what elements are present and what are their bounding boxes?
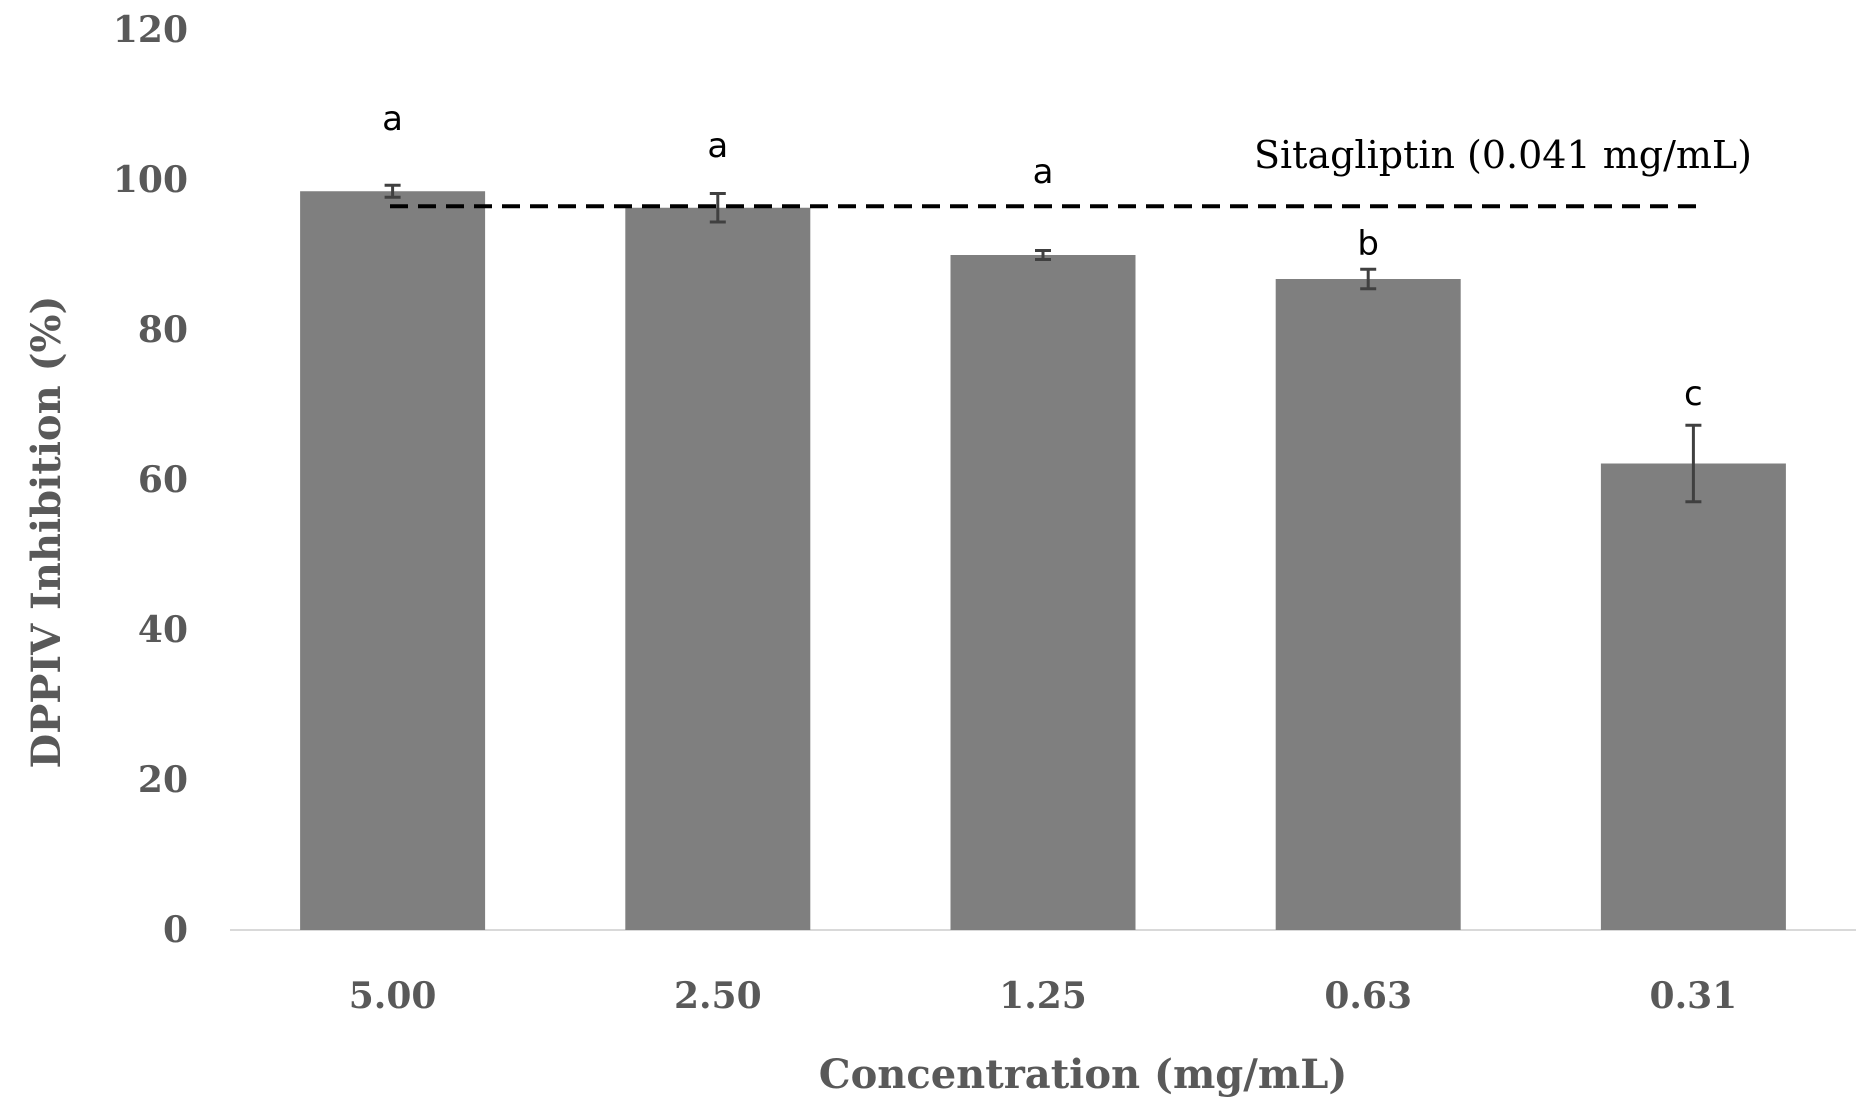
y-tick-label: 100: [113, 159, 188, 201]
y-tick-label: 60: [138, 459, 188, 501]
x-axis-ticks: 5.00 2.50 1.25 0.63 0.31: [349, 975, 1737, 1017]
x-tick-label: 0.31: [1650, 975, 1738, 1017]
bar-2.50: [625, 207, 811, 930]
significance-label: c: [1684, 374, 1703, 414]
bar-0.63: [1275, 279, 1461, 930]
x-tick-label: 5.00: [349, 975, 437, 1017]
y-tick-label: 0: [163, 909, 188, 951]
significance-label: a: [707, 126, 728, 166]
x-axis-title: Concentration (mg/mL): [819, 1051, 1348, 1098]
y-tick-label: 80: [138, 309, 188, 351]
y-tick-label: 20: [138, 759, 188, 801]
error-bars-group: [384, 183, 1702, 504]
bar-5.00: [300, 191, 486, 930]
x-tick-label: 0.63: [1324, 975, 1412, 1017]
bar-0.31: [1600, 463, 1786, 930]
y-tick-label: 120: [113, 9, 188, 51]
y-tick-label: 40: [138, 609, 188, 651]
y-axis-title: DPPIV Inhibition (%): [23, 296, 70, 769]
significance-labels-group: a a a b c: [382, 99, 1703, 414]
bars-group: [300, 191, 1786, 930]
bar-1.25: [950, 255, 1136, 930]
significance-label: b: [1357, 224, 1379, 264]
y-axis-ticks: 0 20 40 60 80 100 120: [113, 9, 188, 951]
x-tick-label: 1.25: [999, 975, 1087, 1017]
significance-label: a: [1033, 152, 1054, 192]
sitagliptin-reference-label: Sitagliptin (0.041 mg/mL): [1254, 133, 1752, 177]
x-tick-label: 2.50: [674, 975, 762, 1017]
significance-label: a: [382, 99, 403, 139]
